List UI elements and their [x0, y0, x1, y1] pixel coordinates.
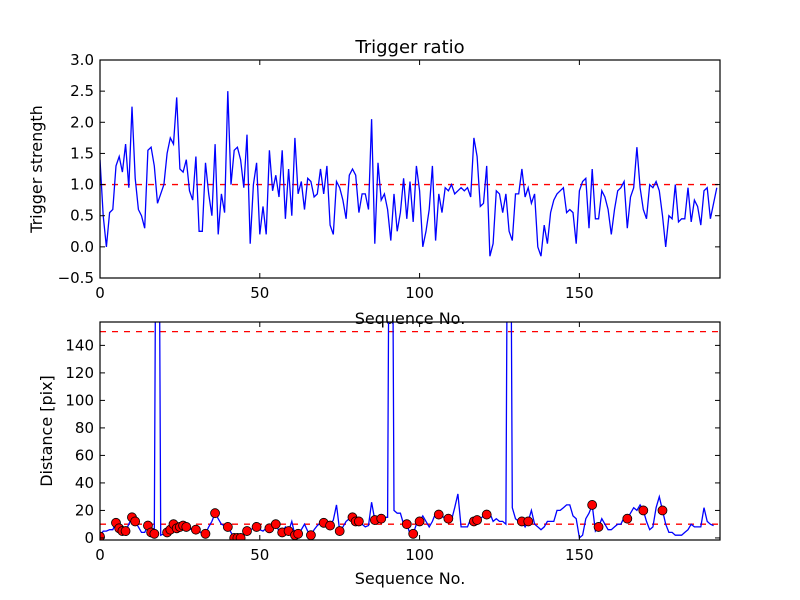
axes-frame	[99, 59, 721, 279]
y-tick-label: 0	[84, 529, 94, 547]
data-point-marker	[334, 526, 345, 536]
data-point-marker	[376, 513, 387, 524]
data-point-marker	[306, 530, 316, 540]
data-point-marker	[638, 505, 649, 516]
x-tick-label: 100	[405, 284, 434, 302]
data-point-marker	[293, 528, 304, 539]
top-axes: Trigger ratio Trigger strength Sequence …	[27, 37, 721, 328]
y-tick-label: 100	[65, 391, 94, 409]
data-point-marker	[472, 515, 483, 525]
data-point-marker	[657, 505, 668, 516]
x-tick-label: 0	[95, 284, 105, 302]
data-series-line	[100, 91, 718, 257]
top-y-axis-label: Trigger strength	[27, 105, 46, 234]
data-point-marker	[587, 500, 598, 510]
top-x-axis-label: Sequence No.	[355, 309, 466, 328]
y-tick-label: −0.5	[58, 269, 94, 287]
data-point-marker	[523, 516, 534, 527]
y-tick-label: 0.0	[70, 238, 94, 256]
y-tick-label: 1.5	[70, 144, 94, 162]
y-tick-label: 2.5	[70, 82, 94, 100]
data-point-marker	[251, 522, 262, 532]
x-tick-label: 50	[250, 284, 269, 302]
y-tick-label: 40	[75, 474, 94, 492]
plot-area	[100, 91, 720, 257]
data-point-marker	[622, 513, 633, 524]
data-point-marker	[130, 516, 141, 527]
data-point-marker	[181, 522, 192, 532]
x-tick-label: 150	[565, 284, 594, 302]
data-point-marker	[270, 519, 281, 530]
y-tick-label: 2.0	[70, 113, 94, 131]
data-point-marker	[325, 520, 336, 531]
x-tick-label: 50	[250, 546, 269, 564]
y-tick-label: 3.0	[70, 51, 94, 69]
data-point-marker	[200, 528, 211, 539]
bottom-axes: Distance [pix] Sequence No. 0 50 100 150 0 20…	[37, 321, 721, 588]
y-tick-label: 140	[65, 336, 94, 354]
y-tick-label: 80	[75, 419, 94, 437]
bottom-x-axis-label: Sequence No.	[355, 569, 466, 588]
data-point-marker	[481, 509, 492, 520]
bottom-y-axis-label: Distance [pix]	[37, 375, 56, 487]
data-point-marker	[120, 526, 131, 536]
data-point-marker	[190, 524, 201, 535]
y-tick-label: 20	[75, 501, 94, 519]
chart-title: Trigger ratio	[354, 37, 464, 58]
y-tick-label: 60	[75, 446, 94, 464]
y-tick-label: 0.5	[70, 207, 94, 225]
data-point-marker	[149, 528, 160, 539]
data-point-marker	[210, 508, 220, 519]
x-tick-label: 150	[565, 546, 594, 564]
y-tick-label: 1.0	[70, 176, 94, 194]
data-point-marker	[401, 519, 412, 530]
data-point-marker	[353, 516, 364, 527]
data-point-marker	[593, 522, 604, 532]
x-tick-label: 0	[95, 546, 105, 564]
data-point-marker	[443, 513, 454, 524]
data-point-marker	[408, 528, 419, 539]
y-tick-label: 120	[65, 364, 94, 382]
data-point-marker	[414, 516, 425, 527]
data-point-marker	[242, 526, 252, 536]
x-tick-label: 100	[405, 546, 434, 564]
axes-frame	[99, 321, 721, 541]
data-point-marker	[235, 533, 246, 540]
data-point-marker	[433, 509, 444, 520]
data-point-marker	[222, 522, 233, 532]
plot-area	[100, 322, 720, 540]
